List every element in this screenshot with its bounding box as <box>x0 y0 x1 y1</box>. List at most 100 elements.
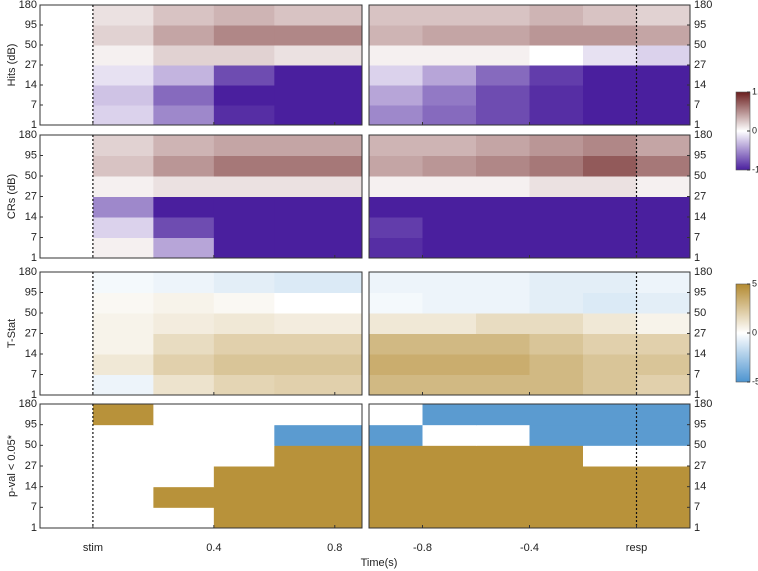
heat-cell <box>40 507 94 529</box>
heat-cell <box>583 105 637 126</box>
heat-cell <box>92 155 154 177</box>
heat-cell <box>92 292 154 314</box>
heat-cell <box>213 354 275 375</box>
y-tick-label: 180 <box>694 129 712 141</box>
x-tick-label: -0.4 <box>520 542 539 554</box>
heat-cell <box>274 237 363 259</box>
y-tick-label: 14 <box>25 481 37 493</box>
heat-cell <box>153 155 215 177</box>
heat-cell <box>636 45 691 66</box>
heat-cell <box>583 45 637 66</box>
heat-cell <box>153 237 215 259</box>
heat-cell <box>213 486 275 508</box>
heat-cell <box>476 5 530 26</box>
heat-cell <box>40 237 94 259</box>
heat-cell <box>274 507 363 529</box>
heat-cell <box>476 237 530 259</box>
y-tick-label: 7 <box>694 368 700 380</box>
y-tick-label: 180 <box>19 0 37 11</box>
heat-cell <box>529 374 584 396</box>
y-tick-label: 180 <box>694 266 712 278</box>
heat-cell <box>213 155 275 177</box>
heat-cell <box>583 25 637 46</box>
heat-cell <box>422 25 477 46</box>
heat-cell <box>422 45 477 66</box>
heat-cell <box>583 272 637 293</box>
y-tick-label: 1 <box>31 119 37 131</box>
y-tick-label: 27 <box>694 460 706 472</box>
heat-cell <box>153 105 215 126</box>
heat-cell <box>213 445 275 467</box>
heat-cell <box>92 25 154 46</box>
heat-cell <box>213 85 275 106</box>
heat-cell <box>274 272 363 293</box>
heat-cell <box>422 292 477 314</box>
y-tick-label: 95 <box>25 149 37 161</box>
heat-cell <box>92 404 154 426</box>
heat-cell <box>213 313 275 334</box>
heat-cell <box>153 486 215 508</box>
heat-cell <box>40 65 94 86</box>
heat-cell <box>369 292 423 314</box>
heat-cell <box>369 374 423 396</box>
heat-cell <box>153 135 215 156</box>
heat-cell <box>153 196 215 218</box>
heat-cell <box>92 354 154 375</box>
heat-cell <box>636 313 691 334</box>
heat-cell <box>213 217 275 238</box>
heat-cell <box>40 374 94 396</box>
heat-cell <box>369 507 423 529</box>
heat-cell <box>476 105 530 126</box>
heat-cell <box>369 135 423 156</box>
heat-cell <box>476 424 530 446</box>
heat-cell <box>422 85 477 106</box>
heat-cell <box>40 135 94 156</box>
heat-cell <box>92 176 154 197</box>
heat-cell <box>213 176 275 197</box>
heat-cell <box>583 354 637 375</box>
heat-cell <box>92 105 154 126</box>
heat-cell <box>40 196 94 218</box>
heat-cell <box>529 135 584 156</box>
heat-cell <box>422 507 477 529</box>
heat-cell <box>636 292 691 314</box>
heat-cell <box>92 65 154 86</box>
heat-cell <box>213 237 275 259</box>
heat-cell <box>92 196 154 218</box>
heat-cell <box>213 333 275 355</box>
y-tick-label: 50 <box>694 170 706 182</box>
heat-cell <box>213 105 275 126</box>
heat-cell <box>583 333 637 355</box>
heat-cell <box>583 445 637 467</box>
heat-cell <box>529 217 584 238</box>
y-tick-label: 7 <box>694 501 700 513</box>
heat-cell <box>274 486 363 508</box>
x-tick-label: -0.8 <box>413 542 432 554</box>
heat-cell <box>529 404 584 426</box>
heat-cell <box>213 404 275 426</box>
y-tick-label: 7 <box>31 231 37 243</box>
y-tick-label: 27 <box>694 190 706 202</box>
heat-cell <box>422 196 477 218</box>
heat-cell <box>422 155 477 177</box>
y-tick-label: 7 <box>31 99 37 111</box>
heat-cell <box>92 486 154 508</box>
y-axis-label: p-val < 0.05* <box>6 434 18 497</box>
heat-cell <box>213 292 275 314</box>
heat-cell <box>476 196 530 218</box>
heat-cell <box>213 45 275 66</box>
heat-cell <box>583 292 637 314</box>
x-tick-label: 0.4 <box>206 542 221 554</box>
heat-cell <box>369 354 423 375</box>
heat-cell <box>40 217 94 238</box>
heat-cell <box>40 155 94 177</box>
heat-cell <box>274 313 363 334</box>
heat-cell <box>369 65 423 86</box>
heat-cell <box>636 507 691 529</box>
y-tick-label: 50 <box>25 39 37 51</box>
heat-cell <box>476 374 530 396</box>
y-tick-label: 95 <box>25 19 37 31</box>
heat-cell <box>40 445 94 467</box>
heat-cell <box>583 313 637 334</box>
colorbar-tick-label: -1.5 <box>752 164 758 174</box>
